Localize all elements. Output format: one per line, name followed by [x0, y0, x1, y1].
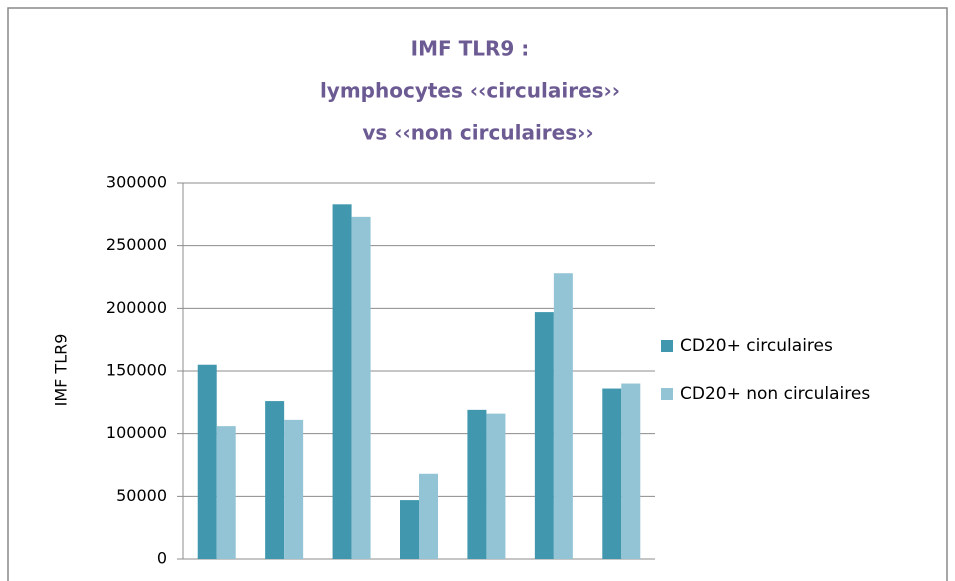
bar	[284, 419, 304, 559]
bar	[602, 388, 622, 559]
bar	[621, 383, 641, 559]
chart-title: vs ‹‹non circulaires››	[362, 121, 593, 145]
legend-swatch	[661, 340, 673, 352]
y-tick-label: 100000	[106, 423, 167, 442]
legend-label: CD20+ non circulaires	[680, 384, 870, 404]
y-tick-label: 300000	[106, 173, 167, 192]
chart-title: IMF TLR9 :	[411, 37, 530, 61]
legend-label: CD20+ circulaires	[680, 336, 833, 356]
bar	[486, 413, 506, 559]
bar	[216, 426, 236, 559]
bar	[553, 273, 573, 559]
y-tick-label: 250000	[106, 235, 167, 254]
chart-title: lymphocytes ‹‹circulaires››	[320, 79, 620, 103]
bar	[467, 409, 487, 559]
y-tick-label: 150000	[106, 361, 167, 380]
bar	[197, 364, 217, 559]
y-tick-label: 50000	[116, 486, 167, 505]
y-tick-label: 0	[157, 549, 167, 568]
bar	[351, 216, 371, 559]
bar	[419, 473, 438, 559]
bar	[534, 312, 554, 559]
legend-swatch	[661, 388, 673, 400]
bar	[265, 401, 285, 559]
y-tick-label: 200000	[106, 298, 167, 317]
bar	[400, 500, 419, 559]
y-axis-label: IMF TLR9	[52, 334, 71, 407]
bar	[332, 204, 352, 559]
